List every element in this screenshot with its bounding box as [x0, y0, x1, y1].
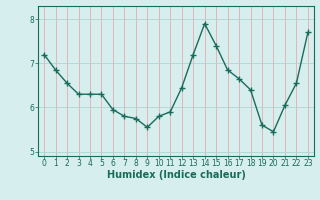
X-axis label: Humidex (Indice chaleur): Humidex (Indice chaleur): [107, 170, 245, 180]
